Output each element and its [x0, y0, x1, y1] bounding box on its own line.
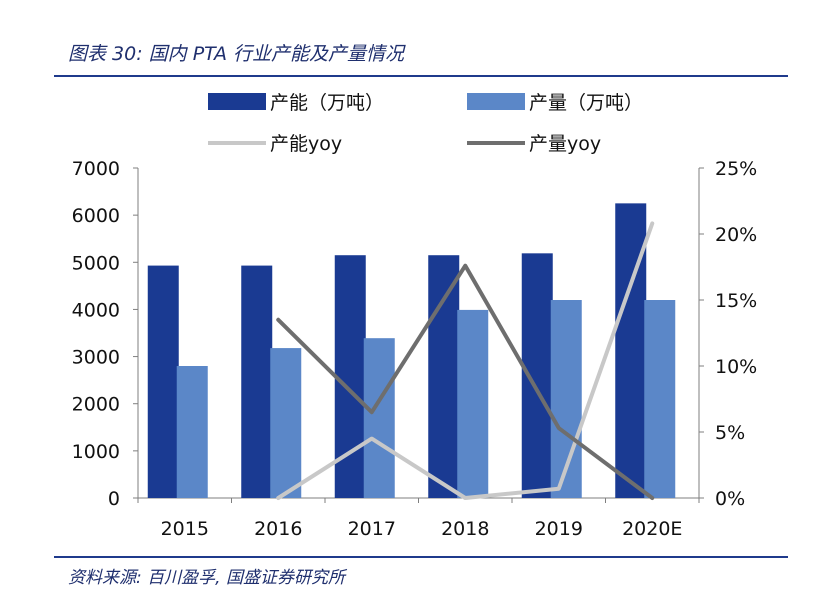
left-tick-label: 2000 [72, 394, 120, 416]
left-tick-label: 3000 [72, 347, 120, 369]
figure-title: 图表 30: 国内 PTA 行业产能及产量情况 [68, 43, 405, 65]
title-rule [54, 75, 788, 77]
left-tick-label: 4000 [72, 299, 120, 321]
capacity-bar [428, 255, 460, 498]
left-tick-label: 7000 [72, 158, 120, 180]
x-tick-label: 2018 [441, 518, 489, 540]
output-bar [176, 366, 208, 498]
capacity-bar [615, 203, 647, 498]
x-tick-label: 2019 [535, 518, 583, 540]
right-tick-label: 10% [715, 356, 757, 378]
capacity-yoy-line [276, 221, 655, 500]
right-tick-label: 0% [715, 488, 745, 510]
output-bar [644, 300, 676, 498]
x-tick-label: 2015 [161, 518, 209, 540]
capacity-bar [334, 255, 366, 498]
bar-layer [147, 203, 676, 498]
legend-output-yoy-label: 产量yoy [529, 133, 601, 155]
left-tick-label: 5000 [72, 252, 120, 274]
left-tick-label: 1000 [72, 441, 120, 463]
output-bar [363, 338, 395, 498]
legend-capacity-label: 产能（万吨） [270, 92, 384, 114]
legend-capacity-swatch [208, 93, 266, 110]
legend-capacity-yoy-label: 产能yoy [270, 133, 342, 155]
x-tick-label: 2020E [622, 518, 682, 540]
output-yoy-line [276, 263, 655, 500]
x-tick-label: 2016 [254, 518, 302, 540]
right-tick-label: 25% [715, 158, 757, 180]
source-rule [54, 556, 788, 558]
right-tick-label: 5% [715, 422, 745, 444]
right-tick-label: 15% [715, 290, 757, 312]
capacity-bar [147, 265, 179, 498]
legend-output-swatch [467, 93, 525, 110]
chart-axes [133, 167, 704, 503]
line-layer [276, 221, 655, 500]
chart: 产能（万吨） 产量（万吨） 产能yoy 产量yoy 0 1000 2000 3000 4000… [72, 92, 758, 540]
legend-output-label: 产量（万吨） [529, 92, 643, 114]
left-tick-label: 6000 [72, 205, 120, 227]
output-bar [270, 348, 302, 498]
legend: 产能（万吨） 产量（万吨） 产能yoy 产量yoy [208, 92, 643, 155]
capacity-bar [241, 265, 273, 498]
tick-labels: 0 1000 2000 3000 4000 5000 6000 7000 0% 5% 10% 15% 2… [72, 158, 758, 540]
left-tick-label: 0 [108, 488, 120, 510]
x-tick-label: 2017 [348, 518, 396, 540]
source-note: 资料来源: 百川盈孚, 国盛证券研究所 [68, 568, 345, 588]
output-bar [457, 309, 489, 498]
right-tick-label: 20% [715, 224, 757, 246]
